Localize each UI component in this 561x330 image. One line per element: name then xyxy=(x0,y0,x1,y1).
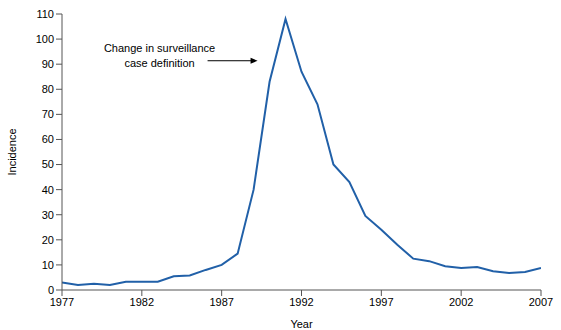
svg-text:40: 40 xyxy=(42,184,54,196)
svg-text:1992: 1992 xyxy=(289,296,313,308)
svg-text:60: 60 xyxy=(42,133,54,145)
svg-text:1997: 1997 xyxy=(369,296,393,308)
svg-text:20: 20 xyxy=(42,234,54,246)
svg-text:Year: Year xyxy=(290,318,313,330)
svg-text:2007: 2007 xyxy=(529,296,553,308)
svg-text:10: 10 xyxy=(42,259,54,271)
svg-text:50: 50 xyxy=(42,158,54,170)
svg-text:30: 30 xyxy=(42,209,54,221)
svg-text:2002: 2002 xyxy=(449,296,473,308)
svg-text:1977: 1977 xyxy=(50,296,74,308)
svg-text:100: 100 xyxy=(36,33,54,45)
svg-text:1982: 1982 xyxy=(130,296,154,308)
svg-text:1987: 1987 xyxy=(209,296,233,308)
svg-text:70: 70 xyxy=(42,108,54,120)
svg-text:Change in surveillance: Change in surveillance xyxy=(104,42,215,54)
svg-text:80: 80 xyxy=(42,83,54,95)
svg-text:90: 90 xyxy=(42,58,54,70)
svg-text:Incidence: Incidence xyxy=(8,128,18,175)
svg-text:case definition: case definition xyxy=(124,57,194,69)
svg-text:0: 0 xyxy=(48,284,54,296)
svg-text:110: 110 xyxy=(36,8,54,20)
